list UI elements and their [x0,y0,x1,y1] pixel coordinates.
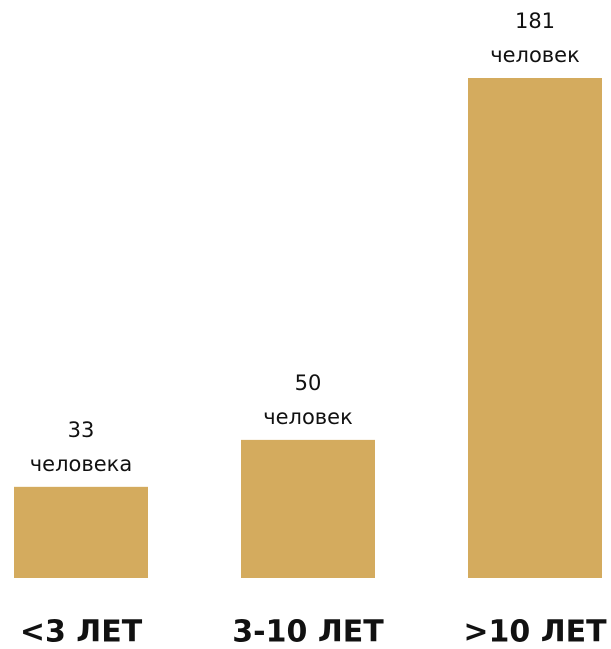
x-tick-label: 3-10 ЛЕТ [232,615,384,649]
x-tick-label: >10 ЛЕТ [463,615,607,649]
value-unit: человек [490,43,580,67]
value-unit: человека [30,452,132,476]
value-label: 50 [295,371,322,395]
bar [468,78,602,578]
bar [14,486,148,578]
value-unit: человек [263,405,353,429]
value-label: 33 [68,418,95,442]
x-tick-label: <3 ЛЕТ [20,615,143,649]
value-label: 181 [515,9,555,33]
bar [241,439,375,578]
